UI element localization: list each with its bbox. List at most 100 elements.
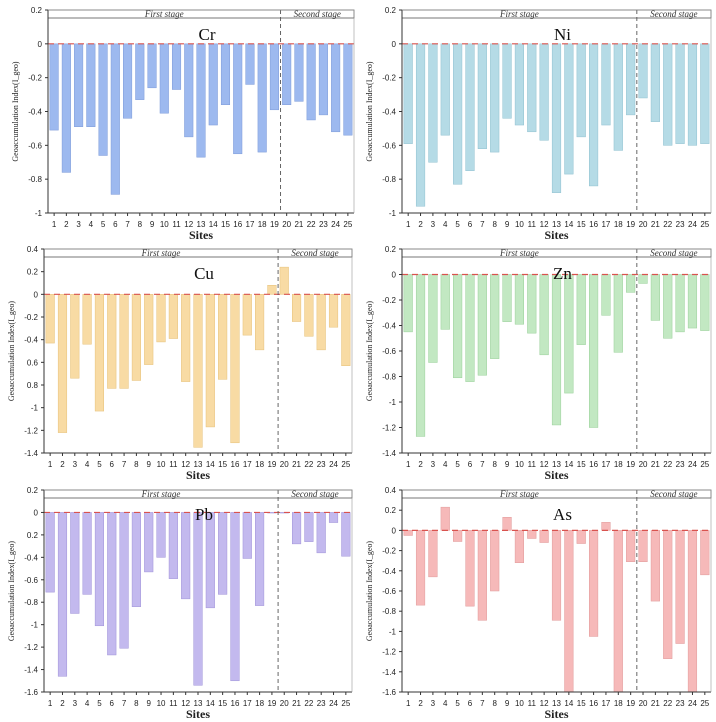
x-tick-label: 16 bbox=[589, 220, 598, 229]
bar-site-22 bbox=[663, 530, 673, 659]
x-tick-label: 6 bbox=[110, 699, 115, 708]
y-tick-label: 0 bbox=[38, 40, 43, 49]
bar-site-16 bbox=[589, 43, 599, 187]
x-tick-label: 1 bbox=[406, 220, 411, 229]
bar-site-11 bbox=[171, 43, 182, 90]
x-tick-label: 21 bbox=[651, 220, 660, 229]
y-tick-label: -1 bbox=[389, 398, 397, 407]
x-tick-label: 18 bbox=[614, 699, 623, 708]
y-tick-label: -1 bbox=[31, 404, 39, 413]
bar-site-25 bbox=[341, 512, 351, 557]
bar-site-2 bbox=[61, 43, 71, 173]
x-tick-label: 25 bbox=[341, 460, 350, 469]
x-tick-label: 17 bbox=[601, 460, 610, 469]
y-tick-label: -0.4 bbox=[382, 108, 396, 117]
bar-site-7 bbox=[123, 43, 133, 119]
bar-site-19 bbox=[269, 43, 279, 111]
element-label: Ni bbox=[554, 25, 571, 44]
x-axis-title: Sites bbox=[186, 468, 210, 482]
second-stage-label: Second stage bbox=[291, 248, 338, 258]
y-tick-label: -0.8 bbox=[382, 175, 396, 184]
bar-site-10 bbox=[156, 512, 166, 558]
x-tick-label: 24 bbox=[688, 699, 697, 708]
bar-site-6 bbox=[107, 294, 117, 389]
x-tick-label: 19 bbox=[626, 220, 635, 229]
bar-site-21 bbox=[650, 274, 660, 321]
x-tick-label: 3 bbox=[73, 699, 78, 708]
bar-site-4 bbox=[86, 43, 96, 127]
y-tick-label: -0.2 bbox=[382, 547, 396, 556]
bar-site-2 bbox=[57, 294, 68, 433]
bar-site-5 bbox=[453, 530, 463, 542]
bar-site-24 bbox=[331, 43, 341, 133]
x-tick-label: 14 bbox=[564, 460, 573, 469]
bar-site-16 bbox=[589, 530, 599, 637]
x-tick-label: 3 bbox=[431, 699, 436, 708]
x-tick-label: 20 bbox=[639, 220, 648, 229]
y-tick-label: 0.8 bbox=[27, 381, 39, 390]
bar-site-21 bbox=[291, 294, 302, 322]
x-tick-label: 9 bbox=[146, 699, 151, 708]
y-tick-label: -0.6 bbox=[382, 141, 396, 150]
bar-site-8 bbox=[490, 530, 500, 592]
bar-site-1 bbox=[45, 294, 55, 344]
y-tick-label: 0.2 bbox=[385, 6, 397, 15]
x-tick-label: 9 bbox=[505, 220, 510, 229]
x-tick-label: 12 bbox=[184, 220, 193, 229]
x-tick-label: 23 bbox=[317, 699, 326, 708]
bar-site-1 bbox=[403, 530, 413, 536]
x-tick-label: 3 bbox=[431, 220, 436, 229]
y-tick-label: -0.4 bbox=[382, 322, 396, 331]
x-tick-label: 10 bbox=[515, 699, 524, 708]
bar-site-9 bbox=[144, 294, 154, 365]
bar-site-11 bbox=[527, 274, 537, 334]
chart-panel-as: First stage Second stage -1.6 -1.4 -1.2 -1 -0.… bbox=[365, 486, 712, 721]
x-tick-label: 23 bbox=[317, 460, 326, 469]
y-tick-label: 0.4 bbox=[27, 245, 39, 254]
bar-site-23 bbox=[316, 294, 326, 351]
y-tick-label: 0.4 bbox=[385, 486, 397, 495]
x-tick-label: 19 bbox=[626, 460, 635, 469]
x-tick-label: 24 bbox=[329, 460, 338, 469]
x-tick-label: 22 bbox=[663, 699, 672, 708]
x-tick-label: 11 bbox=[169, 460, 178, 469]
x-tick-label: 7 bbox=[480, 220, 485, 229]
x-tick-label: 11 bbox=[172, 220, 181, 229]
second-stage-label: Second stage bbox=[650, 9, 697, 19]
x-tick-label: 17 bbox=[601, 220, 610, 229]
x-tick-label: 22 bbox=[304, 460, 313, 469]
bar-site-15 bbox=[218, 512, 228, 595]
x-tick-label: 8 bbox=[492, 220, 497, 229]
x-tick-label: 16 bbox=[589, 699, 598, 708]
x-tick-label: 5 bbox=[101, 220, 106, 229]
bar-site-17 bbox=[242, 512, 252, 559]
bar-site-18 bbox=[255, 294, 265, 351]
bar-site-8 bbox=[131, 294, 141, 381]
x-tick-label: 16 bbox=[589, 460, 598, 469]
x-tick-label: 10 bbox=[157, 460, 166, 469]
x-tick-label: 3 bbox=[76, 220, 81, 229]
y-tick-label: -1 bbox=[389, 627, 397, 636]
y-tick-label: -0.4 bbox=[24, 336, 38, 345]
bar-site-18 bbox=[257, 43, 267, 153]
y-tick-label: -0.2 bbox=[382, 74, 396, 83]
x-tick-label: 1 bbox=[406, 699, 411, 708]
bar-site-18 bbox=[613, 530, 623, 693]
y-tick-label: -0.8 bbox=[382, 373, 396, 382]
x-tick-label: 1 bbox=[406, 460, 411, 469]
x-tick-label: 25 bbox=[700, 460, 709, 469]
bar-site-15 bbox=[576, 43, 586, 138]
y-tick-label: -0.4 bbox=[382, 567, 396, 576]
bar-site-5 bbox=[453, 274, 463, 379]
x-tick-label: 7 bbox=[122, 699, 127, 708]
bar-site-22 bbox=[306, 43, 316, 121]
y-tick-label: 0 bbox=[392, 40, 397, 49]
bar-site-14 bbox=[564, 43, 574, 175]
bar-site-16 bbox=[233, 43, 243, 155]
y-axis-title: Geoaccumulation Index(I_geo) bbox=[7, 301, 16, 402]
bar-site-20 bbox=[279, 266, 289, 295]
bar-site-3 bbox=[428, 274, 438, 363]
bar-site-14 bbox=[205, 512, 215, 609]
x-tick-label: 11 bbox=[528, 699, 537, 708]
bar-site-24 bbox=[328, 512, 339, 523]
